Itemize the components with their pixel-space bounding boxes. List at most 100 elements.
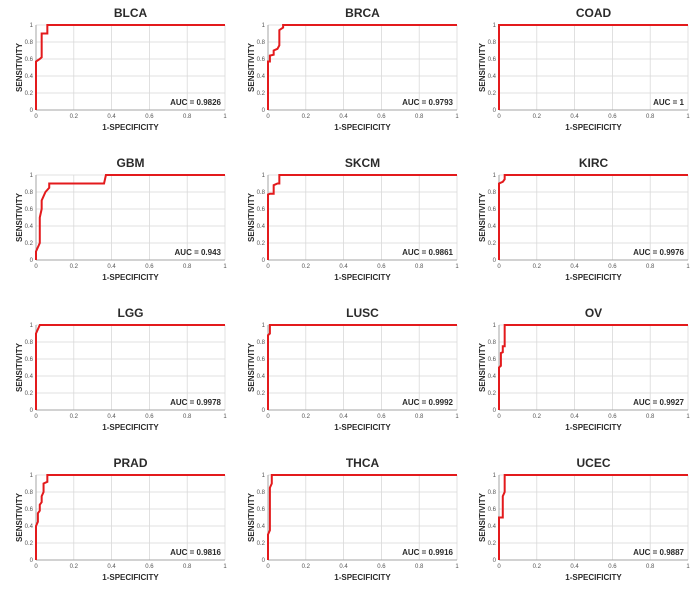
y-tick-label: 0.2 <box>25 541 34 547</box>
x-axis-label: 1-SPECIFICITY <box>565 273 622 282</box>
x-tick-label: 0.2 <box>302 414 311 420</box>
y-tick-label: 0 <box>30 558 34 564</box>
y-tick-label: 0 <box>493 408 497 414</box>
x-tick-label: 0.4 <box>339 414 348 420</box>
y-axis-label: SENSITIVITY <box>15 42 24 92</box>
y-tick-label: 0.4 <box>257 524 266 530</box>
y-tick-label: 0.6 <box>25 507 34 513</box>
y-axis-label: SENSITIVITY <box>247 342 256 392</box>
y-tick-label: 0 <box>30 408 34 414</box>
x-tick-label: 0.8 <box>183 114 192 120</box>
x-tick-label: 0.2 <box>533 114 542 120</box>
x-axis-label: 1-SPECIFICITY <box>334 273 391 282</box>
y-tick-label: 0.4 <box>257 224 266 230</box>
y-tick-label: 0.8 <box>488 40 497 46</box>
y-tick-label: 0.6 <box>257 57 266 63</box>
y-tick-label: 0.4 <box>257 74 266 80</box>
auc-annotation: AUC = 0.943 <box>175 248 222 257</box>
chart-title: OV <box>585 306 602 320</box>
x-axis-label: 1-SPECIFICITY <box>334 423 391 432</box>
x-tick-label: 0.6 <box>608 114 617 120</box>
y-tick-label: 0.4 <box>488 74 497 80</box>
x-tick-label: 0.6 <box>145 564 154 570</box>
x-tick-label: 0.4 <box>570 264 579 270</box>
x-tick-label: 0.4 <box>339 114 348 120</box>
roc-curve-line <box>498 474 688 560</box>
x-tick-label: 0.8 <box>415 264 424 270</box>
roc-plot-svg: LUSC 0 0.2 0.4 0.6 0.8 1 0 0.2 0.4 0.6 0.8 1 1-SPECIF… <box>247 306 459 432</box>
y-tick-label: 1 <box>30 473 34 479</box>
x-tick-label: 0.4 <box>570 114 579 120</box>
x-tick-label: 0.8 <box>646 414 655 420</box>
y-tick-label: 0.2 <box>488 91 497 97</box>
y-tick-label: 0.8 <box>257 190 266 196</box>
x-tick-label: 0 <box>34 414 38 420</box>
y-axis-label: SENSITIVITY <box>247 42 256 92</box>
y-tick-label: 0.4 <box>25 74 34 80</box>
x-tick-label: 0.2 <box>533 264 542 270</box>
x-tick-label: 1 <box>686 414 690 420</box>
x-tick-label: 0 <box>266 564 270 570</box>
x-tick-label: 0.4 <box>570 414 579 420</box>
roc-chart-thca: THCA 0 0.2 0.4 0.6 0.8 1 0 0.2 0.4 0.6 0.8 1 1-SPECIF… <box>244 454 474 602</box>
x-tick-label: 1 <box>686 564 690 570</box>
x-tick-label: 0.8 <box>415 564 424 570</box>
roc-curve-line <box>35 474 225 560</box>
y-tick-label: 0.2 <box>488 241 497 247</box>
y-tick-label: 1 <box>262 173 266 179</box>
x-tick-label: 1 <box>455 414 459 420</box>
y-tick-label: 0.4 <box>488 524 497 530</box>
x-tick-label: 0.8 <box>415 414 424 420</box>
x-tick-label: 0 <box>266 114 270 120</box>
y-tick-label: 0.2 <box>257 541 266 547</box>
roc-chart-lgg: LGG 0 0.2 0.4 0.6 0.8 1 0 0.2 0.4 0.6 0.8 1 1-SPECIFI… <box>12 304 242 452</box>
y-tick-label: 0.2 <box>25 241 34 247</box>
roc-curve-line <box>498 174 688 260</box>
y-tick-label: 0.6 <box>25 357 34 363</box>
y-tick-label: 1 <box>30 173 34 179</box>
roc-chart-prad: PRAD 0 0.2 0.4 0.6 0.8 1 0 0.2 0.4 0.6 0.8 1 1-SPECIF… <box>12 454 242 602</box>
y-tick-label: 0.4 <box>257 374 266 380</box>
y-tick-label: 0.8 <box>257 340 266 346</box>
y-tick-label: 1 <box>262 23 266 29</box>
y-tick-label: 0.4 <box>488 224 497 230</box>
y-tick-label: 0.2 <box>257 91 266 97</box>
x-axis-label: 1-SPECIFICITY <box>102 123 159 132</box>
y-tick-label: 0 <box>262 258 266 264</box>
roc-curve-line <box>267 24 457 110</box>
y-tick-label: 0.6 <box>257 507 266 513</box>
roc-plot-svg: SKCM 0 0.2 0.4 0.6 0.8 1 0 0.2 0.4 0.6 0.8 1 1-SPECIF… <box>247 156 459 282</box>
x-tick-label: 0.6 <box>377 114 386 120</box>
x-tick-label: 0.6 <box>377 264 386 270</box>
y-tick-label: 0.2 <box>488 541 497 547</box>
y-tick-label: 1 <box>493 473 497 479</box>
x-tick-label: 0.6 <box>145 114 154 120</box>
x-tick-label: 0.2 <box>302 564 311 570</box>
y-tick-label: 0 <box>493 258 497 264</box>
roc-curve-line <box>498 24 688 110</box>
x-axis-label: 1-SPECIFICITY <box>334 573 391 582</box>
y-tick-label: 0.6 <box>488 57 497 63</box>
auc-annotation: AUC = 0.9861 <box>402 248 453 257</box>
y-tick-label: 1 <box>493 323 497 329</box>
x-tick-label: 1 <box>223 114 227 120</box>
x-axis-label: 1-SPECIFICITY <box>102 423 159 432</box>
y-tick-label: 0.4 <box>488 374 497 380</box>
x-tick-label: 0.6 <box>145 414 154 420</box>
y-axis-label: SENSITIVITY <box>478 42 487 92</box>
x-tick-label: 0.8 <box>646 264 655 270</box>
x-tick-label: 0.2 <box>533 564 542 570</box>
roc-plot-svg: UCEC 0 0.2 0.4 0.6 0.8 1 0 0.2 0.4 0.6 0.8 1 1-SPECIF… <box>478 456 690 582</box>
roc-curve-line <box>35 174 225 260</box>
x-tick-label: 0.4 <box>570 564 579 570</box>
y-tick-label: 0 <box>262 108 266 114</box>
x-tick-label: 0 <box>266 414 270 420</box>
auc-annotation: AUC = 0.9978 <box>170 398 221 407</box>
x-tick-label: 0.4 <box>107 114 116 120</box>
y-tick-label: 0.8 <box>25 40 34 46</box>
y-axis-label: SENSITIVITY <box>15 192 24 242</box>
chart-title: COAD <box>576 6 612 20</box>
x-tick-label: 1 <box>223 414 227 420</box>
roc-curve-line <box>35 324 225 410</box>
roc-plot-svg: OV 0 0.2 0.4 0.6 0.8 1 0 0.2 0.4 0.6 0.8 1 1-SPECIFIC… <box>478 306 690 432</box>
